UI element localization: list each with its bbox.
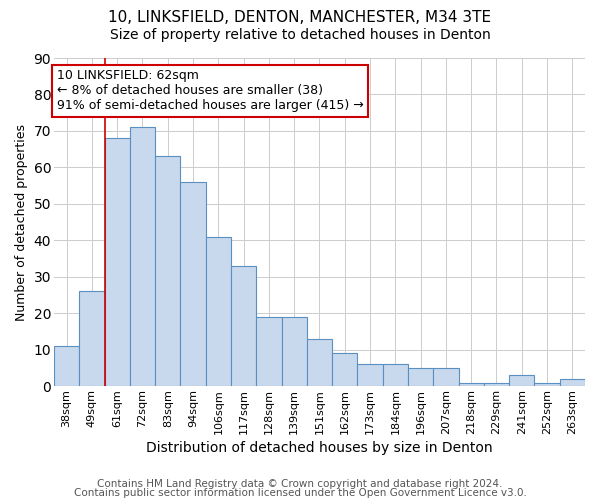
Bar: [535, 382, 560, 386]
Bar: [383, 364, 408, 386]
Bar: [155, 156, 181, 386]
Text: 10, LINKSFIELD, DENTON, MANCHESTER, M34 3TE: 10, LINKSFIELD, DENTON, MANCHESTER, M34 …: [109, 10, 491, 25]
Bar: [206, 236, 231, 386]
Bar: [79, 292, 104, 386]
Bar: [358, 364, 383, 386]
Bar: [458, 382, 484, 386]
Text: Contains public sector information licensed under the Open Government Licence v3: Contains public sector information licen…: [74, 488, 526, 498]
Bar: [408, 368, 433, 386]
Text: Contains HM Land Registry data © Crown copyright and database right 2024.: Contains HM Land Registry data © Crown c…: [97, 479, 503, 489]
Bar: [54, 346, 79, 386]
Bar: [281, 317, 307, 386]
Bar: [307, 339, 332, 386]
Bar: [332, 354, 358, 386]
Bar: [433, 368, 458, 386]
Bar: [256, 317, 281, 386]
Bar: [104, 138, 130, 386]
Bar: [231, 266, 256, 386]
X-axis label: Distribution of detached houses by size in Denton: Distribution of detached houses by size …: [146, 441, 493, 455]
Text: Size of property relative to detached houses in Denton: Size of property relative to detached ho…: [110, 28, 490, 42]
Bar: [181, 182, 206, 386]
Bar: [484, 382, 509, 386]
Bar: [560, 379, 585, 386]
Text: 10 LINKSFIELD: 62sqm
← 8% of detached houses are smaller (38)
91% of semi-detach: 10 LINKSFIELD: 62sqm ← 8% of detached ho…: [56, 70, 364, 112]
Y-axis label: Number of detached properties: Number of detached properties: [15, 124, 28, 320]
Bar: [130, 128, 155, 386]
Bar: [509, 375, 535, 386]
